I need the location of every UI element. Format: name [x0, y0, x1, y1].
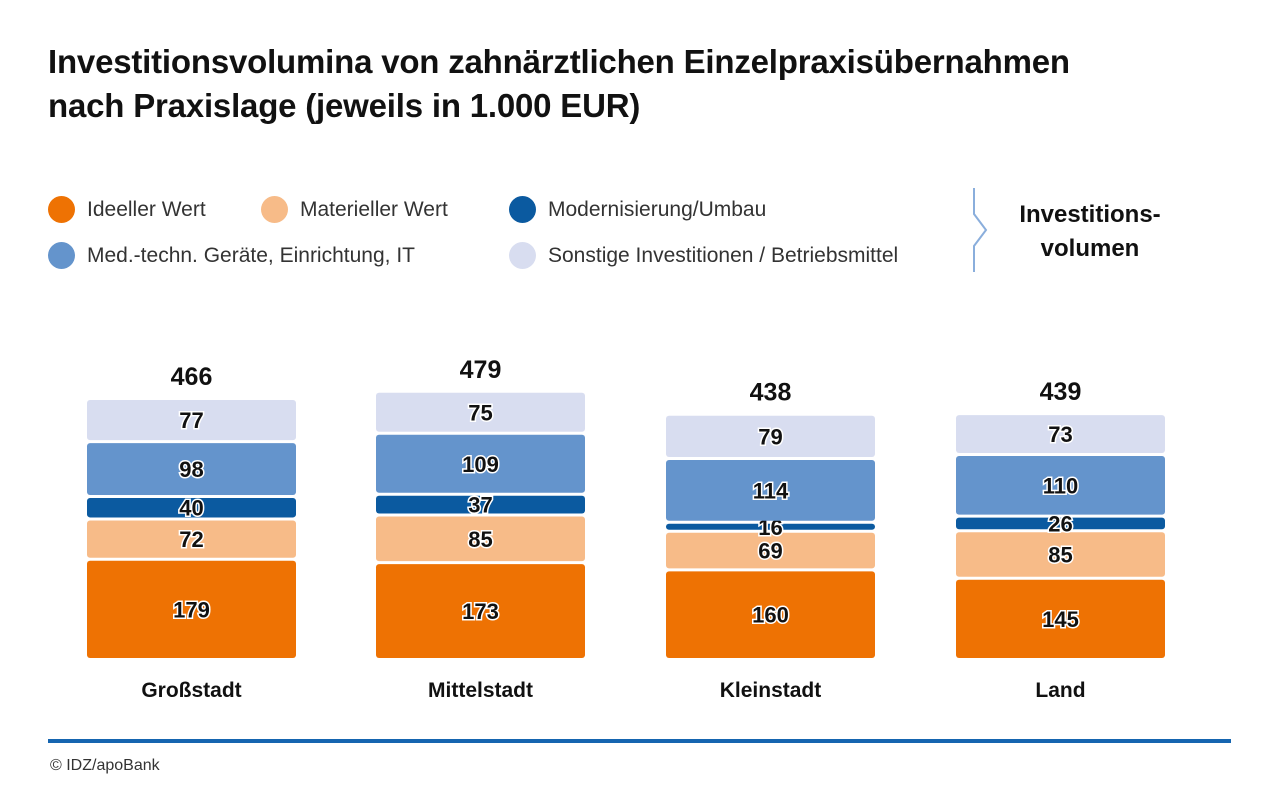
data-label-mittelstadt-ideeller-wert: 173	[462, 599, 499, 624]
data-label-mittelstadt-materieller-wert: 85	[468, 527, 492, 552]
category-label-grossstadt: Großstadt	[141, 679, 241, 702]
data-label-mittelstadt-med-techn-ger-te-einrichtung-it: 109	[462, 452, 499, 477]
legend-bracket-icon	[973, 188, 988, 272]
total-label-kleinstadt: 438	[750, 379, 792, 407]
stacked-bar-chart: 179 72 40 98 77 466 Großstadt 173 85 37 109 75 479 Mi…	[87, 356, 1165, 702]
category-label-land: Land	[1035, 679, 1085, 702]
legend-label-sonstige: Sonstige Investitionen / Betriebsmittel	[548, 243, 899, 267]
legend: Ideeller Wert Materieller Wert Modernisi…	[48, 196, 968, 286]
legend-item-materieller-wert: Materieller Wert	[261, 196, 448, 223]
bar-segment-land-materieller-wert	[956, 532, 1165, 577]
data-label-grossstadt-materieller-wert: 72	[179, 527, 203, 552]
data-label-land-modernisierung-umbau: 26	[1048, 511, 1072, 536]
legend-swatch-materieller-wert	[261, 196, 288, 223]
bar-segment-mittelstadt-materieller-wert	[376, 516, 585, 562]
data-label-mittelstadt-modernisierung-umbau: 37	[468, 493, 492, 518]
source-credit: © IDZ/apoBank	[50, 757, 160, 774]
bar-segment-kleinstadt-modernisierung-umbau	[666, 523, 875, 530]
data-label-grossstadt-modernisierung-umbau: 40	[179, 496, 203, 521]
legend-label-modernisierung: Modernisierung/Umbau	[548, 197, 767, 221]
bar-segment-mittelstadt-ideeller-wert	[376, 564, 585, 658]
data-label-kleinstadt-ideeller-wert: 160	[752, 603, 789, 628]
total-label-land: 439	[1040, 378, 1082, 406]
bar-segment-kleinstadt-sonstige-investitionen-betriebsmittel	[666, 415, 875, 457]
bar-segment-grossstadt-modernisierung-umbau	[87, 498, 296, 518]
bar-segment-mittelstadt-med-techn-ger-te-einrichtung-it	[376, 434, 585, 493]
data-label-kleinstadt-sonstige-investitionen-betriebsmittel: 79	[758, 424, 782, 449]
total-legend: Investitions- volumen	[995, 198, 1185, 266]
data-label-kleinstadt-materieller-wert: 69	[758, 539, 782, 564]
data-label-land-materieller-wert: 85	[1048, 543, 1072, 568]
total-legend-line1: Investitions-	[1019, 201, 1161, 228]
bar-segment-land-sonstige-investitionen-betriebsmittel	[956, 415, 1165, 454]
bar-segment-grossstadt-sonstige-investitionen-betriebsmittel	[87, 400, 296, 441]
bar-segment-mittelstadt-sonstige-investitionen-betriebsmittel	[376, 392, 585, 432]
legend-label-ideeller-wert: Ideeller Wert	[87, 197, 206, 221]
legend-label-materieller-wert: Materieller Wert	[300, 197, 448, 221]
legend-swatch-sonstige	[509, 242, 536, 269]
category-label-kleinstadt: Kleinstadt	[720, 679, 822, 702]
legend-item-geraete: Med.-techn. Geräte, Einrichtung, IT	[48, 242, 415, 269]
data-label-land-med-techn-ger-te-einrichtung-it: 110	[1043, 473, 1079, 498]
bar-segment-land-modernisierung-umbau	[956, 517, 1165, 530]
data-label-grossstadt-med-techn-ger-te-einrichtung-it: 98	[179, 457, 203, 482]
bar-segment-kleinstadt-ideeller-wert	[666, 571, 875, 658]
legend-swatch-geraete	[48, 242, 75, 269]
total-label-grossstadt: 466	[171, 363, 213, 391]
footer-divider	[48, 739, 1231, 743]
total-legend-line2: volumen	[1040, 235, 1140, 262]
bar-segment-kleinstadt-med-techn-ger-te-einrichtung-it	[666, 459, 875, 521]
chart-title-line1: Investitionsvolumina von zahnärztlichen …	[48, 43, 1070, 80]
legend-item-ideeller-wert: Ideeller Wert	[48, 196, 206, 223]
chart-title-line2: nach Praxislage (jeweils in 1.000 EUR)	[48, 87, 641, 124]
bar-segment-kleinstadt-materieller-wert	[666, 532, 875, 569]
bar-segment-land-med-techn-ger-te-einrichtung-it	[956, 456, 1165, 515]
legend-swatch-modernisierung	[509, 196, 536, 223]
bar-segment-grossstadt-materieller-wert	[87, 520, 296, 558]
legend-item-sonstige: Sonstige Investitionen / Betriebsmittel	[509, 242, 898, 269]
data-label-kleinstadt-med-techn-ger-te-einrichtung-it: 114	[753, 478, 789, 503]
total-label-mittelstadt: 479	[460, 356, 502, 384]
bar-segment-mittelstadt-modernisierung-umbau	[376, 495, 585, 514]
legend-label-geraete: Med.-techn. Geräte, Einrichtung, IT	[87, 243, 415, 267]
legend-item-modernisierung: Modernisierung/Umbau	[509, 196, 766, 223]
bar-segment-land-ideeller-wert	[956, 579, 1165, 658]
data-label-grossstadt-sonstige-investitionen-betriebsmittel: 77	[179, 408, 203, 433]
data-label-grossstadt-ideeller-wert: 179	[173, 597, 210, 622]
bar-segment-grossstadt-ideeller-wert	[87, 560, 296, 658]
data-label-land-ideeller-wert: 145	[1042, 607, 1079, 632]
bar-segment-grossstadt-med-techn-ger-te-einrichtung-it	[87, 443, 296, 496]
chart-title: Investitionsvolumina von zahnärztlichen …	[48, 40, 1228, 128]
legend-swatch-ideeller-wert	[48, 196, 75, 223]
data-label-land-sonstige-investitionen-betriebsmittel: 73	[1048, 422, 1072, 447]
data-label-mittelstadt-sonstige-investitionen-betriebsmittel: 75	[468, 400, 492, 425]
category-label-mittelstadt: Mittelstadt	[428, 679, 533, 702]
